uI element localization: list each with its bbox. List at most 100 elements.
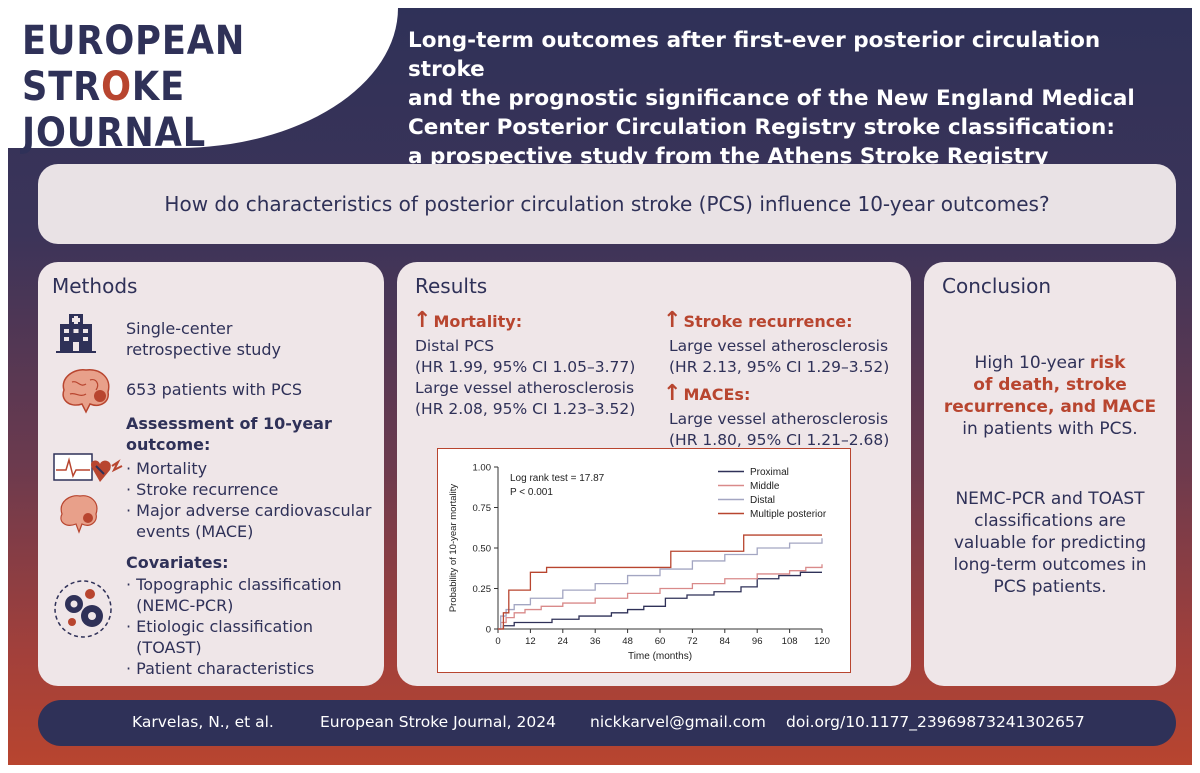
- covariate-etiologic-1: · Etiologic classification: [126, 617, 313, 636]
- footer-email[interactable]: nickkarvel@gmail.com: [590, 713, 766, 731]
- recurrence-heading-text: Stroke recurrence:: [683, 312, 853, 331]
- mortality-heading: ↑ Mortality:: [413, 308, 522, 333]
- citation-footer: Karvelas, N., et al. European Stroke Jou…: [38, 700, 1176, 746]
- conclusion-text: High 10-year: [974, 353, 1090, 373]
- conclusion-p2-line-4: long-term outcomes in: [953, 555, 1147, 575]
- up-arrow-icon: ↑: [413, 308, 432, 333]
- series-line-2: [498, 564, 823, 630]
- x-tick-label: 36: [590, 636, 601, 647]
- x-tick-label: 84: [720, 636, 731, 647]
- study-type-line-2: retrospective study: [126, 340, 281, 359]
- y-tick-label: 1.00: [473, 463, 492, 474]
- x-tick-label: 96: [752, 636, 763, 647]
- x-tick-label: 60: [655, 636, 666, 647]
- title-line: Center Posterior Circulation Registry st…: [408, 115, 1115, 140]
- recurrence-lva: Large vessel atherosclerosis: [669, 337, 889, 355]
- y-axis-label: Probability of 10-year mortality: [448, 484, 459, 613]
- mace-lva: Large vessel atherosclerosis: [669, 410, 889, 428]
- footer-doi-link[interactable]: doi.org/10.1177_23969873241302657: [786, 713, 1085, 731]
- heart-ecg-icon: [53, 453, 123, 534]
- logo-line-1: EUROPEAN: [22, 18, 246, 64]
- outcome-mortality: · Mortality: [126, 459, 208, 478]
- patients-count: 653 patients with PCS: [126, 380, 302, 399]
- y-tick-label: 0.50: [473, 544, 492, 555]
- research-question: How do characteristics of posterior circ…: [164, 192, 1050, 216]
- hospital-icon: [56, 314, 96, 353]
- methods-title: Methods: [52, 274, 138, 298]
- outcome-mace-line-2: events (MACE): [126, 522, 254, 541]
- mace-heading-text: MACEs:: [683, 385, 751, 404]
- conclusion-p2-line-3: valuable for predicting: [953, 533, 1147, 553]
- y-tick-label: 0.75: [473, 503, 492, 514]
- km-chart: 0 12 24 36 48 60 72 84 96 108 120 0 0.25 0.50 0.75 1.00…: [448, 463, 830, 663]
- gears-icon: [54, 580, 112, 638]
- mortality-distal: Distal PCS: [415, 337, 495, 355]
- conclusion-p1-line-4: in patients with PCS.: [962, 419, 1138, 439]
- y-tick-label: 0: [486, 625, 491, 636]
- outcome-stroke-recurrence: · Stroke recurrence: [126, 480, 279, 499]
- conclusion-title: Conclusion: [942, 274, 1051, 298]
- logo-text-a: STR: [22, 64, 102, 110]
- x-tick-label: 0: [495, 636, 500, 647]
- outcome-mace-line-1: · Major adverse cardiovascular: [126, 501, 372, 520]
- conclusion-p2-line-5: PCS patients.: [993, 577, 1107, 597]
- title-line: Long-term outcomes after first-ever post…: [408, 28, 1101, 82]
- pvalue-annotation: P < 0.001: [510, 487, 553, 498]
- logo-text-b: KE JOURNAL: [22, 64, 207, 156]
- legend-label: Proximal: [750, 467, 789, 478]
- conclusion-panel: Conclusion High 10-year risk of death, s…: [924, 262, 1176, 686]
- recurrence-lva-hr: (HR 2.13, 95% CI 1.29–3.52): [669, 358, 890, 376]
- x-tick-label: 120: [814, 636, 830, 647]
- brain-icon: [62, 369, 110, 414]
- results-title: Results: [415, 274, 488, 298]
- series-line-3: [498, 538, 823, 630]
- up-arrow-icon: ↑: [663, 381, 682, 406]
- x-tick-label: 12: [525, 636, 536, 647]
- x-axis-label: Time (months): [628, 651, 692, 662]
- infographic-frame: EUROPEAN STROKE JOURNAL Long-term outcom…: [8, 8, 1192, 765]
- covariate-etiologic-2: (TOAST): [126, 638, 202, 657]
- x-tick-label: 48: [622, 636, 633, 647]
- conclusion-highlight: risk: [1089, 353, 1126, 373]
- footer-journal: European Stroke Journal, 2024: [320, 713, 556, 731]
- journal-logo: EUROPEAN STROKE JOURNAL: [8, 8, 398, 156]
- footer-authors: Karvelas, N., et al.: [132, 713, 274, 731]
- conclusion-p1-line-1: High 10-year risk: [924, 352, 1176, 374]
- assessment-heading-1: Assessment of 10-year: [126, 414, 332, 433]
- mace-heading: ↑ MACEs:: [663, 381, 750, 406]
- mortality-lva-hr: (HR 2.08, 95% CI 1.23–3.52): [415, 400, 636, 418]
- study-type-line-1: Single-center: [126, 319, 233, 338]
- legend-label: Distal: [750, 495, 775, 506]
- covariates-heading: Covariates:: [126, 553, 229, 572]
- x-tick-label: 72: [687, 636, 698, 647]
- paper-title: Long-term outcomes after first-ever post…: [408, 26, 1178, 171]
- legend-label: Middle: [750, 481, 780, 492]
- mace-lva-hr: (HR 1.80, 95% CI 1.21–2.68): [669, 431, 890, 449]
- legend-label: Multiple posterior: [750, 509, 827, 520]
- results-panel: Results ↑ Mortality: Distal PCS (HR 1.99,…: [397, 262, 911, 686]
- x-tick-label: 24: [558, 636, 569, 647]
- conclusion-p2-line-1: NEMC-PCR and TOAST: [955, 489, 1145, 509]
- y-tick-label: 0.25: [473, 584, 492, 595]
- mortality-distal-hr: (HR 1.99, 95% CI 1.05–3.77): [415, 358, 636, 376]
- assessment-heading-2: outcome:: [126, 435, 211, 454]
- conclusion-p1-line-3: recurrence, and MACE: [943, 397, 1157, 417]
- title-line: and the prognostic significance of the N…: [408, 86, 1135, 111]
- x-tick-label: 108: [782, 636, 798, 647]
- logo-capsule-o: O: [101, 64, 132, 110]
- series-line-4: [498, 534, 822, 630]
- up-arrow-icon: ↑: [663, 308, 682, 333]
- conclusion-p1-line-2: of death, stroke: [973, 375, 1127, 395]
- km-chart-box: 0 12 24 36 48 60 72 84 96 108 120 0 0.25 0.50 0.75 1.00…: [437, 448, 851, 673]
- series-line-1: [498, 571, 822, 630]
- research-question-box: How do characteristics of posterior circ…: [38, 164, 1176, 244]
- recurrence-heading: ↑ Stroke recurrence:: [663, 308, 853, 333]
- methods-panel: Methods Single-center retrospective stud…: [38, 262, 384, 686]
- logo-line-2: STROKE JOURNAL: [22, 64, 353, 156]
- covariate-topographic-2: (NEMC-PCR): [126, 596, 234, 615]
- mortality-lva: Large vessel atherosclerosis: [415, 379, 635, 397]
- covariate-patient: · Patient characteristics: [126, 659, 315, 678]
- covariate-topographic-1: · Topographic classification: [126, 575, 342, 594]
- conclusion-p2-line-2: classifications are: [974, 511, 1126, 531]
- logrank-annotation: Log rank test = 17.87: [510, 473, 605, 484]
